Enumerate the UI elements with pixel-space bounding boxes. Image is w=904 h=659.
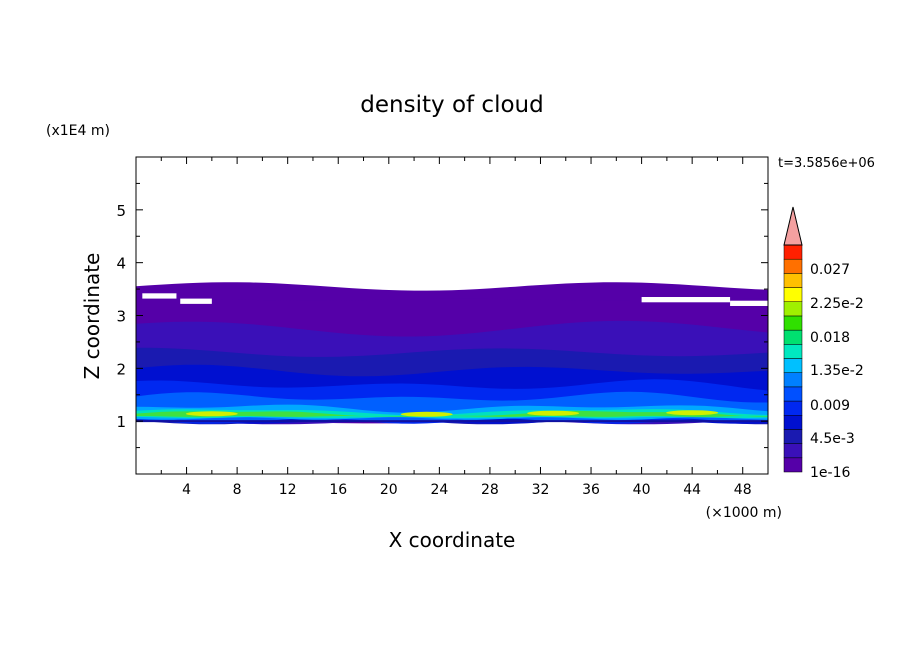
colorbar-label: 0.018 <box>810 330 850 346</box>
colorbar-segment <box>783 301 803 317</box>
y-tick-label: 5 <box>116 202 126 220</box>
colorbar-label: 4.5e-3 <box>810 431 855 447</box>
colorbar-segment <box>783 244 803 260</box>
colorbar-segment <box>783 443 803 459</box>
colorbar-label: 0.027 <box>810 262 850 278</box>
cloud-gap <box>142 293 177 299</box>
x-unit-label: (×1000 m) <box>706 505 782 521</box>
colorbar-segment <box>783 273 803 288</box>
colorbar-segment <box>783 457 803 473</box>
colorbar-segment <box>783 315 803 331</box>
colorbar-segment <box>783 329 803 345</box>
colorbar-segment <box>783 415 803 430</box>
colorbar: 0.027 2.25e-2 0.018 1.35e-2 0.009 4.5e-3 1e-16 <box>783 206 864 481</box>
x-tick-label: 12 <box>279 482 297 498</box>
x-tick-label: 48 <box>734 482 752 498</box>
colorbar-label: 0.009 <box>810 398 850 414</box>
x-tick-label: 28 <box>481 482 499 498</box>
time-label: t=3.5856e+06 <box>778 156 875 171</box>
colorbar-segment <box>783 372 803 388</box>
y-tick-label: 1 <box>116 413 126 431</box>
colorbar-label: 1.35e-2 <box>810 363 864 379</box>
cloud-band-peak <box>136 410 768 417</box>
colorbar-segment <box>783 386 803 402</box>
x-tick-label: 32 <box>532 482 550 498</box>
cloud-density-field <box>136 282 768 425</box>
colorbar-segment <box>783 358 803 373</box>
y-axis-label: Z coordinate <box>80 253 104 380</box>
y-unit-label: (x1E4 m) <box>46 123 110 139</box>
chart-title: density of cloud <box>360 92 543 118</box>
cloud-gap <box>180 298 212 304</box>
y-axis-ticks: 1 2 3 4 5 <box>116 182 768 449</box>
x-tick-label: 8 <box>233 482 242 498</box>
x-tick-label: 24 <box>430 482 448 498</box>
colorbar-extend-arrow <box>783 206 803 246</box>
cloud-gap <box>730 300 768 306</box>
cloud-gap <box>641 297 731 303</box>
x-tick-label: 4 <box>182 482 191 498</box>
density-peak <box>666 410 719 416</box>
colorbar-label: 2.25e-2 <box>810 296 864 312</box>
colorbar-label: 1e-16 <box>810 465 850 481</box>
cloud-band-top <box>136 282 768 301</box>
density-peak <box>527 410 580 416</box>
x-axis-label: X coordinate <box>389 528 516 552</box>
colorbar-segment <box>783 344 803 359</box>
x-tick-label: 20 <box>380 482 398 498</box>
colorbar-segment <box>783 400 803 416</box>
y-tick-label: 3 <box>116 308 126 326</box>
density-peak <box>185 411 238 417</box>
x-tick-label: 16 <box>329 482 347 498</box>
colorbar-segment <box>783 287 803 302</box>
colorbar-segment <box>783 429 803 444</box>
colorbar-segment <box>783 258 803 274</box>
x-tick-label: 36 <box>582 482 600 498</box>
y-tick-label: 4 <box>116 255 126 273</box>
x-axis-ticks: 4 8 12 16 20 24 28 32 36 40 44 48 <box>160 157 752 498</box>
y-tick-label: 2 <box>116 360 126 378</box>
x-tick-label: 44 <box>683 482 701 498</box>
density-peak <box>400 411 453 417</box>
x-tick-label: 40 <box>633 482 651 498</box>
